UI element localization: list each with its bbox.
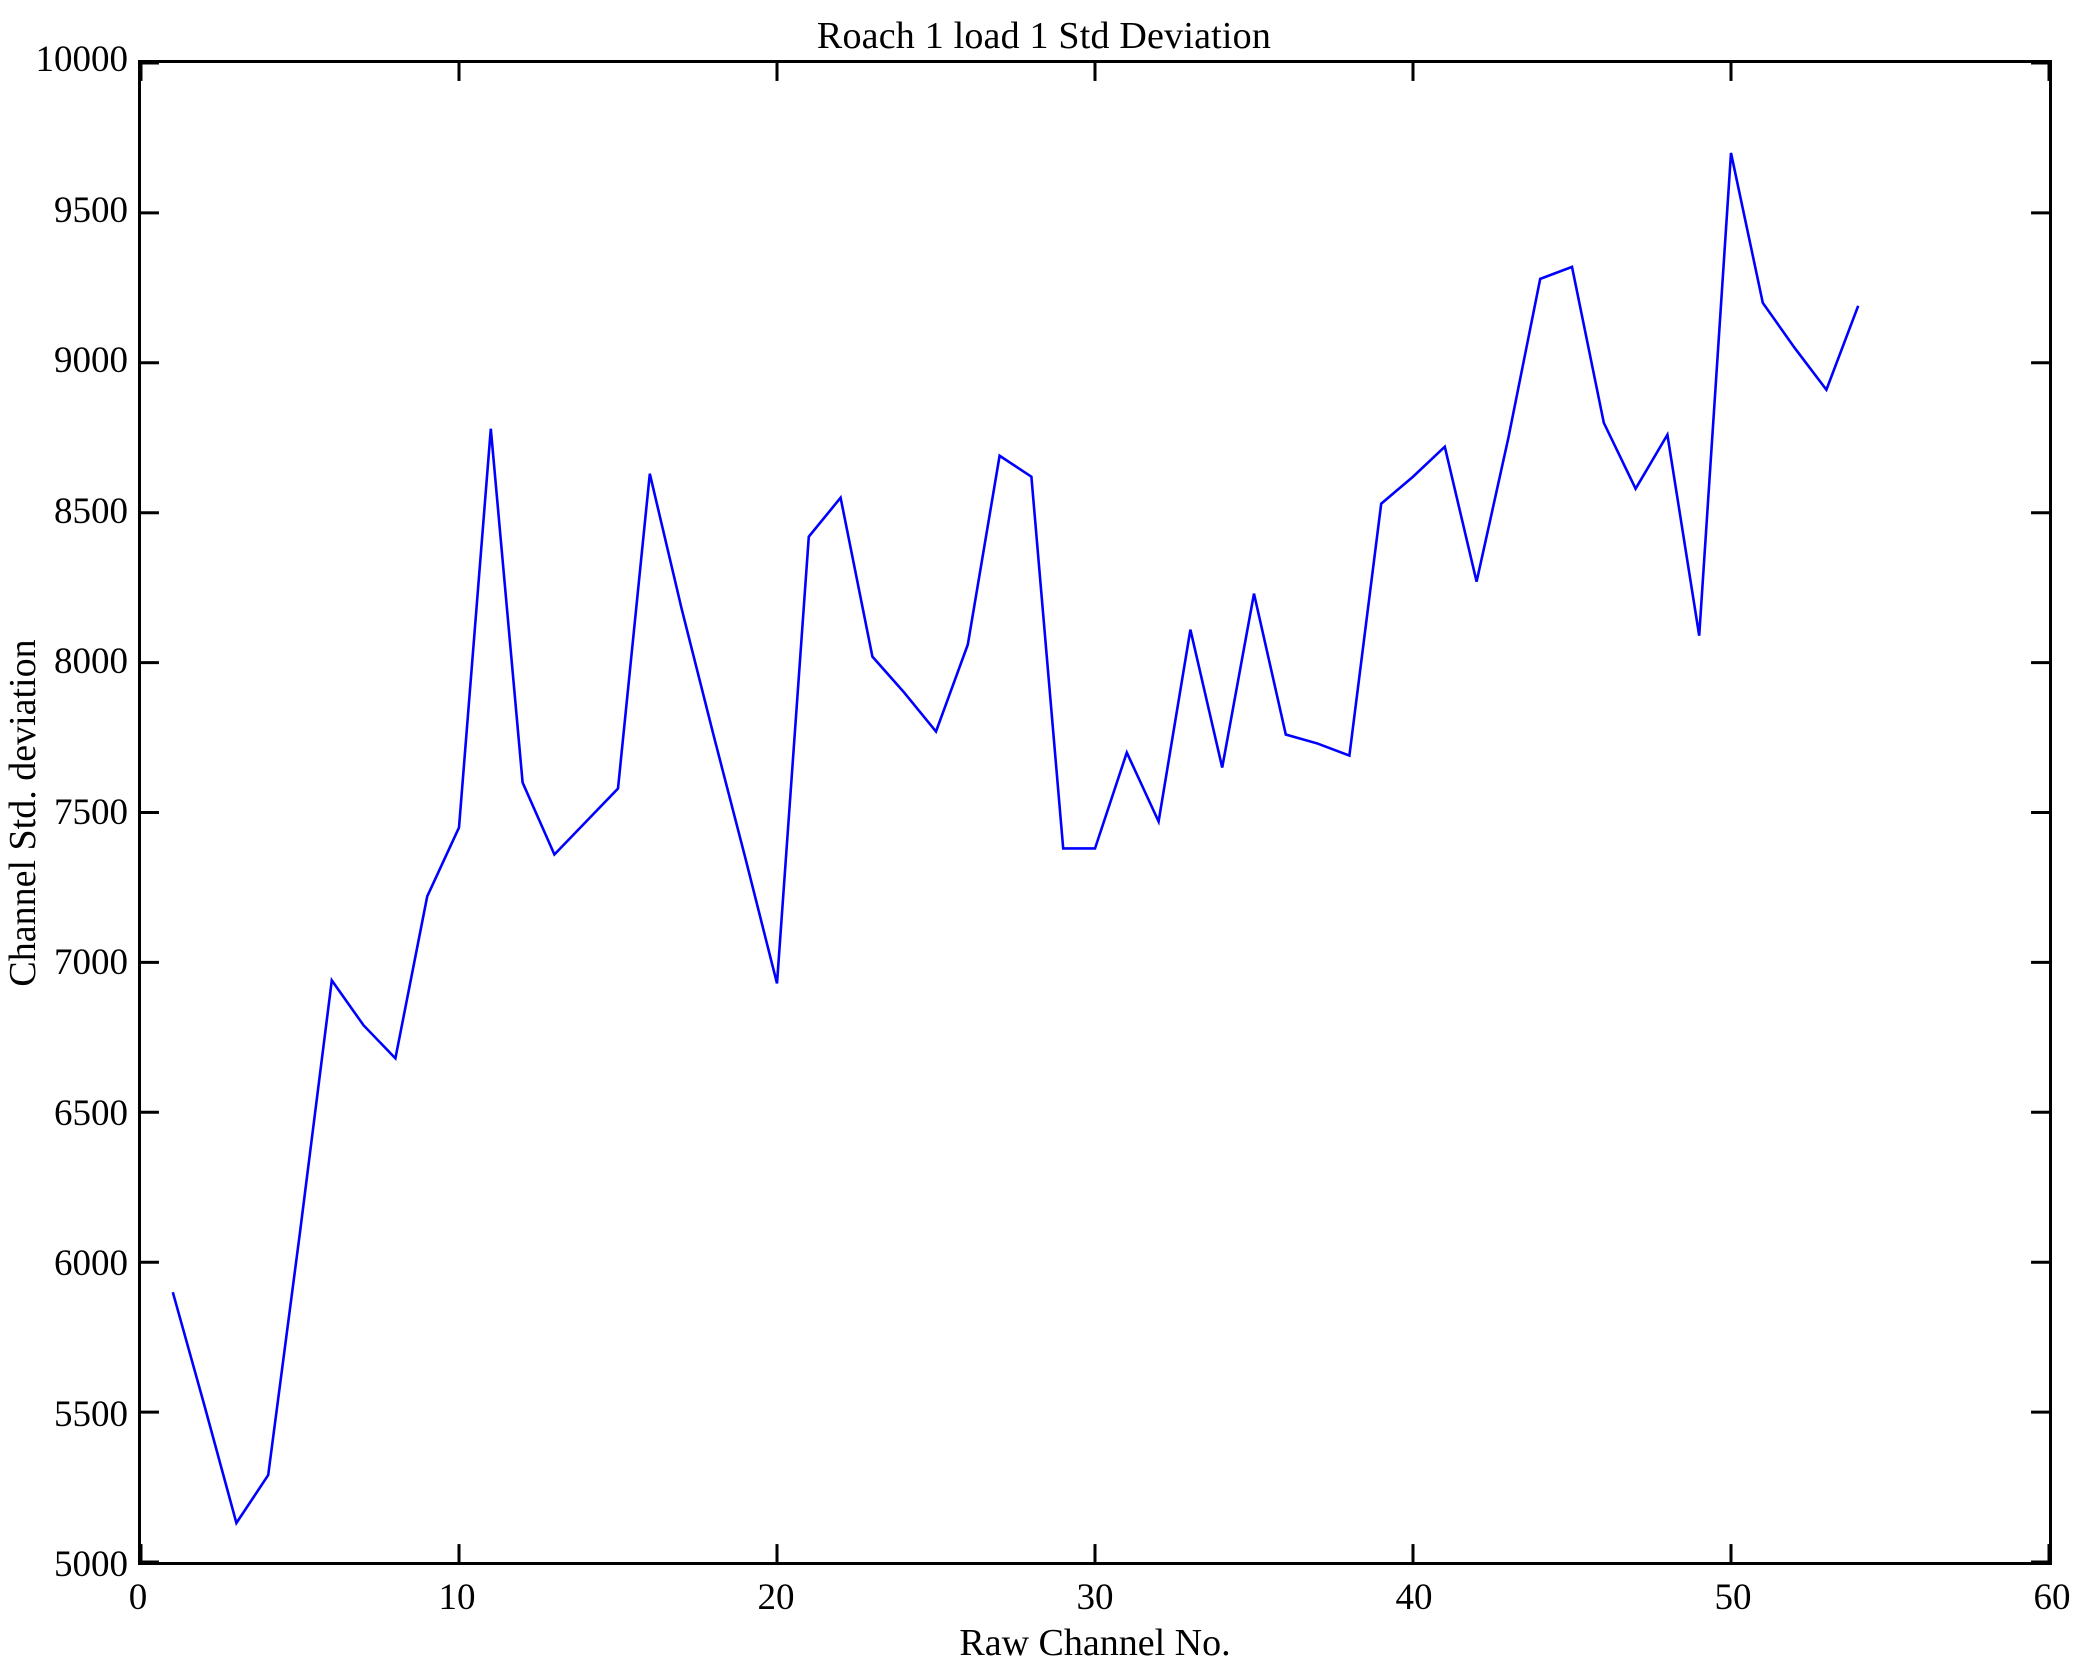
x-axis-title: Raw Channel No. [959,1622,1231,1664]
y-tick-label: 5500 [54,1393,128,1435]
y-tick-label: 9500 [54,189,128,231]
x-axis-tick-labels: 0 10 20 30 40 50 60 [129,1577,2071,1624]
x-tick-label: 40 [1395,1577,1433,1618]
data-line-svg [141,63,2049,1562]
y-tick-label: 9000 [54,340,128,381]
x-tick-label: 60 [2033,1577,2071,1618]
x-tick-label: 10 [438,1577,476,1618]
y-tick-label: 5000 [54,1544,128,1585]
x-tick-label: 50 [1714,1577,1752,1618]
y-tick-label: 8000 [54,641,128,682]
y-tick-label: 6000 [54,1243,128,1284]
data-series-line [171,152,1860,1527]
y-tick-label: 6500 [54,1092,128,1134]
page-title: Roach 1 load 1 Std Deviation [816,15,1272,57]
x-tick-label: 0 [128,1577,148,1618]
y-tick-label: 7500 [54,791,128,833]
plot-area [138,60,2052,1565]
y-tick-label: 10000 [35,39,129,80]
y-axis-tick-labels: 5000 5500 6000 6500 7000 7500 8000 8500 9000 9500… [0,41,129,1583]
tick-marks-group [141,63,2049,1562]
x-tick-label: 30 [1076,1577,1114,1618]
x-tick-label: 20 [757,1577,795,1618]
y-tick-label: 7000 [54,942,128,983]
y-tick-label: 8500 [54,490,128,532]
